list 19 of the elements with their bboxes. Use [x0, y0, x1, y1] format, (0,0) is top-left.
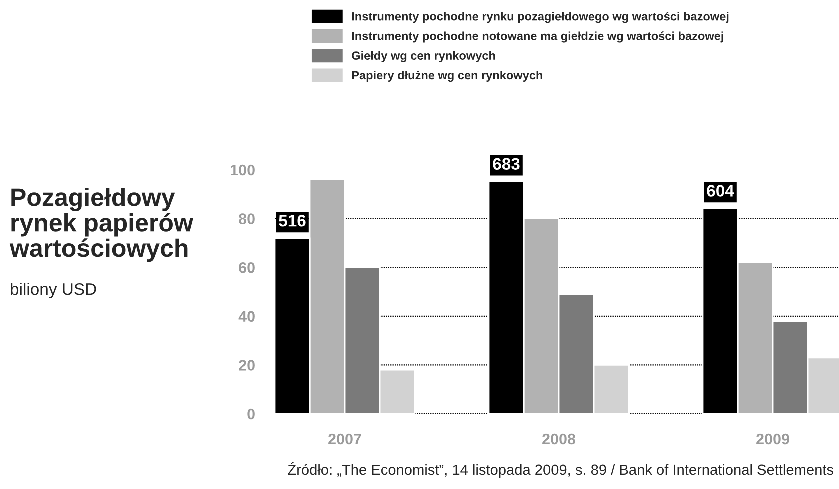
y-tick-label: 80 [239, 214, 255, 224]
y-tick-label: 0 [248, 408, 255, 420]
text: Źródło: „The Economist”, 14 listopada 2009, s. 89 / Bank of International Settlements [288, 462, 834, 478]
y-tick-label: 100 [231, 164, 255, 176]
data-label: 604 [707, 185, 734, 197]
x-tick-label: 2007 [328, 434, 362, 445]
legend-label: Giełdy wg cen rynkowych [352, 51, 496, 62]
data-label: 516 [279, 215, 306, 227]
x-tick-label: 2008 [542, 434, 576, 445]
legend-label: Instrumenty pochodne notowane ma giełdzie wg wartości bazowej [352, 32, 724, 43]
x-tick-label: 2009 [756, 434, 790, 445]
data-label: 683 [493, 158, 520, 170]
y-tick-label: 40 [238, 311, 255, 322]
legend-label: Papiery dłużne wg cen rynkowych [352, 70, 542, 82]
legend-label: Instrumenty pochodne rynku pozagiełdowego wg wartości bazowej [352, 12, 729, 24]
text: Pozagiełdowy rynek papierów wartościowych [10, 188, 194, 262]
y-tick-label: 20 [239, 360, 255, 371]
text: biliony USD [11, 283, 96, 299]
y-tick-label: 60 [239, 262, 255, 274]
